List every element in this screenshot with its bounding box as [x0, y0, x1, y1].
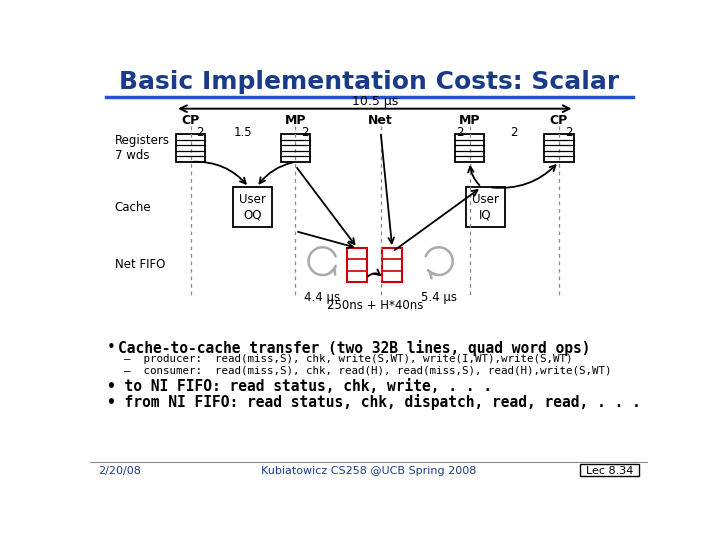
Text: 250ns + H*40ns: 250ns + H*40ns	[327, 299, 423, 312]
Text: 10.5 μs: 10.5 μs	[351, 95, 398, 108]
Text: Registers
7 wds: Registers 7 wds	[114, 134, 170, 162]
Bar	[544, 134, 574, 162]
Text: User
OQ: User OQ	[239, 193, 266, 221]
Text: –  consumer:  read(miss,S), chk, read(H), read(miss,S), read(H),write(S,WT): – consumer: read(miss,S), chk, read(H), …	[124, 365, 611, 375]
Text: MP: MP	[459, 114, 480, 127]
Text: 2: 2	[510, 126, 518, 139]
Text: 2: 2	[197, 126, 204, 139]
Bar	[347, 248, 367, 282]
Bar	[455, 134, 485, 162]
Bar	[382, 248, 402, 282]
Text: Net FIFO: Net FIFO	[114, 259, 165, 272]
Text: Cache: Cache	[114, 201, 151, 214]
Text: 2: 2	[565, 126, 572, 139]
Text: 1.5: 1.5	[233, 126, 252, 139]
Text: 4.4 μs: 4.4 μs	[305, 291, 341, 304]
Text: • from NI FIFO: read status, chk, dispatch, read, read, . . .: • from NI FIFO: read status, chk, dispat…	[107, 394, 641, 410]
Bar	[281, 134, 310, 162]
Text: MP: MP	[284, 114, 306, 127]
Text: –  producer:  read(miss,S), chk, write(S,WT), write(I,WT),write(S,WT): – producer: read(miss,S), chk, write(S,W…	[124, 354, 572, 364]
Bar	[580, 464, 639, 476]
Text: User
IQ: User IQ	[472, 193, 499, 221]
Text: CP: CP	[550, 114, 568, 127]
Bar	[176, 134, 205, 162]
Bar	[233, 187, 272, 227]
Text: 2: 2	[456, 126, 464, 139]
Text: Kubiatowicz CS258 @UCB Spring 2008: Kubiatowicz CS258 @UCB Spring 2008	[261, 467, 477, 476]
Text: Basic Implementation Costs: Scalar: Basic Implementation Costs: Scalar	[119, 70, 619, 94]
Text: Lec 8.34: Lec 8.34	[585, 465, 633, 476]
Text: 5.4 μs: 5.4 μs	[420, 291, 456, 304]
Bar	[466, 187, 505, 227]
Text: CP: CP	[181, 114, 200, 127]
Text: 2: 2	[301, 126, 308, 139]
Text: Cache-to-cache transfer (two 32B lines, quad word ops): Cache-to-cache transfer (two 32B lines, …	[118, 340, 590, 356]
Text: •: •	[107, 340, 125, 355]
Text: • to NI FIFO: read status, chk, write, . . .: • to NI FIFO: read status, chk, write, .…	[107, 379, 492, 394]
Text: 2/20/08: 2/20/08	[98, 467, 140, 476]
Text: Net: Net	[368, 114, 393, 127]
